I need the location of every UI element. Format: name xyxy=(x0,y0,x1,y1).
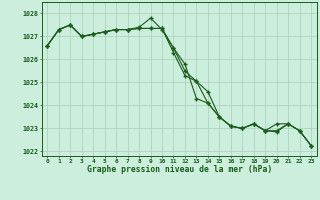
X-axis label: Graphe pression niveau de la mer (hPa): Graphe pression niveau de la mer (hPa) xyxy=(87,165,272,174)
